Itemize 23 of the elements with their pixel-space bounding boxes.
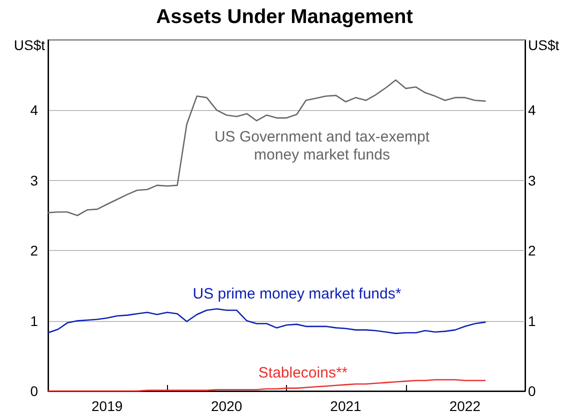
line-series <box>47 379 486 392</box>
y2-tick-label: 3 <box>528 172 536 188</box>
x-tick-label: 2021 <box>330 398 362 414</box>
y2-tick-label: 4 <box>528 102 536 118</box>
y2-tick-label: 0 <box>528 383 536 399</box>
series-label: Stablecoins** <box>258 364 348 382</box>
chart-title: Assets Under Management <box>156 6 414 28</box>
y-tick-label: 3 <box>30 172 38 188</box>
y2-axis-title: US$t <box>528 37 560 53</box>
y-tick-label: 1 <box>30 312 38 329</box>
series-label: US prime money market funds* <box>192 286 402 302</box>
y-axis-title: US$t <box>14 37 46 53</box>
x-tick-label: 2019 <box>92 398 123 414</box>
x-tick-label: 2020 <box>211 398 242 414</box>
line-series <box>47 79 486 216</box>
y-tick-label: 4 <box>30 102 38 118</box>
y2-tick-label: 2 <box>528 242 536 259</box>
y2-tick-label: 1 <box>528 312 536 329</box>
y-tick-label: 2 <box>30 242 38 259</box>
x-tick-label: 2022 <box>449 398 481 414</box>
y-tick-label: 0 <box>30 383 38 399</box>
series-label: US Government and tax-exempt money market funds <box>214 128 430 164</box>
line-series <box>47 308 486 334</box>
